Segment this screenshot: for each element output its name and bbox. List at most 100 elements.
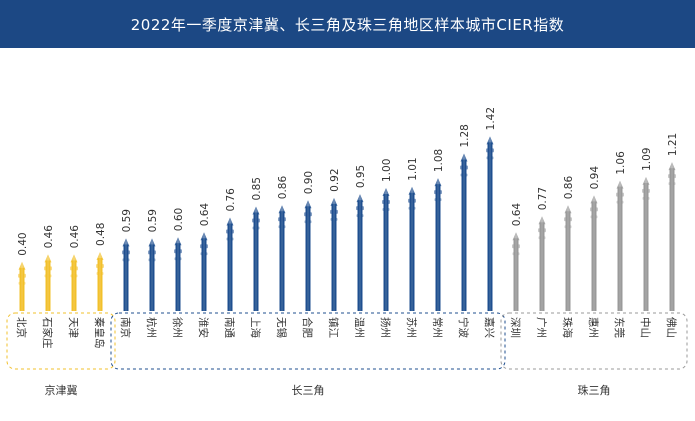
bar-band	[200, 252, 208, 256]
bar-band	[330, 209, 338, 214]
bar-band	[434, 190, 442, 195]
category-label: 天津	[67, 317, 79, 338]
bar-band	[616, 192, 624, 197]
category-label: 常州	[431, 317, 444, 338]
value-label: 1.28	[459, 124, 471, 147]
bar	[279, 211, 285, 311]
category-label: 中山	[639, 317, 652, 338]
bar-band	[278, 217, 286, 222]
bar-cap	[148, 238, 156, 247]
bar-cap	[356, 194, 364, 203]
category-label: 扬州	[379, 317, 392, 338]
bar-cap	[174, 237, 182, 246]
bar	[669, 168, 675, 311]
value-label: 0.48	[95, 223, 107, 246]
value-label: 1.21	[667, 133, 679, 156]
bar	[97, 257, 103, 311]
bar-band	[564, 217, 572, 222]
bar-band	[148, 258, 156, 262]
category-label: 合肥	[301, 317, 314, 338]
bar-band	[356, 206, 364, 211]
bar-band	[382, 200, 390, 204]
category-label: 杭州	[145, 317, 158, 338]
bar-cap	[70, 254, 78, 263]
value-label: 0.59	[147, 209, 159, 232]
category-label: 嘉兴	[483, 317, 496, 338]
bar-band	[590, 207, 598, 212]
bar	[357, 200, 363, 311]
bar-cap	[668, 162, 676, 171]
value-label: 1.42	[485, 107, 497, 130]
bar-band	[408, 198, 416, 203]
bar-band	[382, 208, 390, 211]
bar	[123, 244, 129, 311]
bar-cap	[96, 251, 104, 260]
bar-band	[174, 249, 182, 254]
bar-band	[96, 263, 104, 268]
bar	[409, 192, 415, 311]
bar-band	[70, 266, 78, 271]
category-label: 南通	[223, 317, 236, 338]
bar	[435, 184, 441, 311]
value-label: 0.90	[303, 171, 315, 194]
value-label: 0.60	[173, 208, 185, 231]
bar	[513, 238, 519, 311]
bar	[305, 206, 311, 311]
category-label: 广州	[535, 317, 547, 338]
value-label: 1.00	[381, 159, 393, 182]
category-label: 南京	[119, 317, 132, 338]
category-label: 苏州	[405, 317, 418, 338]
value-label: 0.85	[251, 177, 263, 200]
group-label: 珠三角	[578, 383, 611, 397]
category-label: 佛山	[665, 317, 678, 338]
category-label: 镇江	[327, 317, 340, 338]
bar	[617, 186, 623, 311]
group-box-2	[500, 312, 688, 370]
bar-band	[564, 225, 572, 229]
bar-band	[512, 244, 520, 249]
bar-band	[226, 237, 234, 241]
bar-band	[122, 250, 130, 255]
value-label: 0.92	[329, 168, 341, 191]
bar-band	[434, 198, 442, 202]
category-label: 上海	[249, 317, 262, 338]
bar-band	[590, 215, 598, 219]
bar-band	[18, 273, 26, 278]
value-label: 0.77	[537, 187, 549, 210]
bar	[383, 194, 389, 311]
bar	[45, 260, 51, 311]
bar	[253, 212, 259, 311]
bar-band	[44, 266, 52, 271]
bar	[643, 182, 649, 311]
bar-cap	[564, 205, 572, 214]
chart-title-banner: 2022年一季度京津冀、长三角及珠三角地区样本城市CIER指数	[0, 0, 695, 48]
value-label: 0.94	[589, 166, 601, 190]
bar	[565, 211, 571, 311]
value-label: 0.76	[225, 188, 237, 212]
category-label: 温州	[353, 317, 365, 338]
bar-cap	[278, 205, 286, 214]
bar	[591, 201, 597, 311]
bar-band	[70, 274, 78, 278]
bar-band	[408, 206, 416, 210]
category-label: 深圳	[509, 317, 521, 338]
category-label: 淮安	[197, 317, 210, 338]
bar-cap	[330, 197, 338, 206]
bar-band	[330, 217, 338, 221]
value-label: 0.40	[17, 232, 29, 255]
group-box-1	[110, 312, 506, 370]
bar-cap	[226, 217, 234, 226]
bar-cap	[382, 188, 390, 196]
value-label: 0.95	[355, 165, 367, 188]
bar-cap	[590, 195, 598, 204]
category-label: 徐州	[171, 317, 184, 338]
bar	[201, 238, 207, 311]
bar-cap	[252, 206, 260, 215]
bar-band	[486, 156, 494, 160]
category-label: 宁波	[457, 317, 470, 338]
category-label: 无锡	[275, 317, 288, 338]
bar-band	[122, 258, 130, 262]
bar-cap	[408, 186, 416, 195]
group-label: 京津冀	[45, 383, 78, 397]
